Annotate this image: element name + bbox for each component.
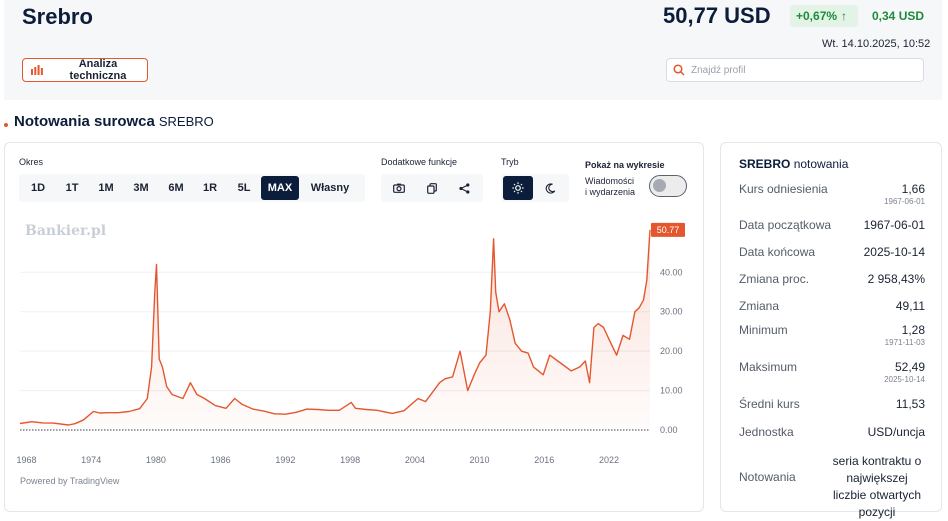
moon-icon — [545, 182, 555, 194]
show-on-chart-label: Pokaż na wykresie — [585, 160, 665, 170]
y-tick-label: 10.00 — [660, 386, 683, 396]
header-band — [4, 0, 942, 100]
search-box[interactable] — [666, 58, 924, 82]
news-label-line2: i wydarzenia — [585, 187, 636, 197]
summary-row-value: 1967-06-01 — [863, 218, 925, 232]
y-tick-label: 20.00 — [660, 346, 683, 356]
period-button-1t[interactable]: 1T — [65, 182, 79, 194]
news-label-line1: Wiadomości — [585, 176, 635, 186]
summary-row-label: Notowania — [739, 470, 796, 484]
sun-icon — [512, 182, 524, 194]
x-tick-label: 1980 — [146, 455, 166, 465]
copy-icon — [427, 182, 437, 194]
technical-analysis-button[interactable]: Analiza techniczna — [22, 58, 148, 82]
price-chart[interactable]: 0.00 10.00 20.00 30.00 40.00 1968 1974 1980 1986… — [5, 215, 703, 473]
powered-by-label: Powered by TradingView — [20, 476, 120, 486]
series-line — [19, 229, 651, 426]
x-tick-label: 2010 — [470, 455, 490, 465]
x-tick-label: 1974 — [81, 455, 101, 465]
x-tick-label: 1968 — [16, 455, 36, 465]
summary-row-label: Minimum — [739, 323, 788, 337]
summary-row-value: 49,11 — [895, 299, 925, 313]
series-area — [20, 229, 650, 430]
technical-analysis-label: Analiza techniczna — [69, 58, 127, 82]
summary-row-label: Zmiana proc. — [739, 272, 810, 286]
summary-row-value: seria kontraktu o największej liczbie ot… — [832, 454, 922, 519]
summary-row-value: 1,28 — [901, 323, 925, 337]
watermark-logo: Bankier.pl — [25, 223, 106, 239]
summary-card: SREBRO notowania Kurs odniesienia 1,66 196… — [720, 142, 942, 519]
change-pct-value: +0,67% — [796, 9, 838, 23]
x-tick-label: 1998 — [340, 455, 360, 465]
period-button-6m[interactable]: 6M — [168, 182, 184, 194]
summary-row-date: 2025-10-14 — [884, 375, 925, 384]
page-title: Srebro — [22, 4, 93, 29]
section-subtitle: SREBRO — [158, 114, 214, 129]
arrow-up-icon: ↑ — [841, 9, 848, 23]
price-value: 50,77 USD — [663, 3, 771, 28]
summary-title: SREBRO notowania — [739, 157, 848, 171]
mode-label: Tryb — [501, 157, 519, 167]
period-button-max[interactable]: MAX — [261, 176, 299, 200]
extra-functions-label: Dodatkowe funkcje — [381, 157, 458, 167]
x-tick-label: 2022 — [599, 455, 619, 465]
bar-chart-icon — [31, 65, 43, 75]
y-tick-label: 0.00 — [660, 425, 678, 435]
period-button-3m[interactable]: 3M — [133, 182, 149, 194]
mode-group — [501, 174, 569, 202]
search-input[interactable] — [691, 64, 911, 76]
news-events-toggle[interactable] — [649, 175, 687, 197]
summary-row-label: Kurs odniesienia — [739, 182, 828, 196]
news-events-label: Wiadomości i wydarzenia — [585, 176, 635, 198]
section-title: Notowania surowca SREBRO — [4, 113, 214, 130]
x-tick-label: 1986 — [211, 455, 231, 465]
period-button-własny[interactable]: Własny — [310, 182, 350, 194]
summary-row-label: Data końcowa — [739, 245, 816, 259]
summary-title-bold: SREBRO — [739, 157, 791, 171]
summary-row-value: 52,49 — [894, 360, 925, 374]
summary-row-value: 1,66 — [901, 182, 925, 196]
last-value-badge — [651, 222, 685, 237]
search-icon — [673, 64, 685, 76]
summary-row-date: 1971-11-03 — [884, 338, 925, 347]
period-button-1d[interactable]: 1D — [30, 182, 46, 194]
summary-row-value: USD/uncja — [867, 425, 925, 439]
extra-functions-group — [381, 174, 483, 202]
change-abs-value: 0,34 USD — [872, 9, 925, 23]
copy-button[interactable] — [416, 176, 449, 200]
share-icon — [459, 182, 470, 194]
period-button-1r[interactable]: 1R — [202, 182, 218, 194]
light-mode-button[interactable] — [503, 176, 533, 200]
y-tick-label: 40.00 — [660, 267, 683, 277]
summary-row-value: 11,53 — [895, 397, 925, 411]
camera-icon — [393, 183, 406, 193]
dark-mode-button[interactable] — [533, 176, 567, 200]
summary-row-value: 2 958,43% — [867, 272, 925, 286]
quote-datetime: Wt. 14.10.2025, 10:52 — [822, 38, 931, 50]
summary-row-value: 2025-10-14 — [863, 245, 925, 259]
screenshot-button[interactable] — [383, 176, 416, 200]
toggle-knob — [653, 179, 666, 192]
period-button-1m[interactable]: 1M — [98, 182, 114, 194]
period-button-5l[interactable]: 5L — [237, 182, 251, 194]
summary-title-rest: notowania — [793, 157, 849, 171]
bullet-dot-icon — [4, 122, 8, 127]
summary-row-label: Jednostka — [739, 425, 794, 439]
period-button-group: 1D 1T 1M 3M 6M 1R 5L MAX Własny — [19, 174, 365, 202]
y-tick-label: 30.00 — [660, 307, 683, 317]
section-title-text: Notowania surowca — [14, 113, 155, 130]
x-tick-label: 1992 — [275, 455, 295, 465]
change-pct-badge: +0,67% ↑ — [790, 5, 858, 27]
summary-row-label: Maksimum — [739, 360, 798, 374]
summary-row-date: 1967-06-01 — [884, 197, 925, 206]
last-value-label: 50.77 — [657, 225, 680, 235]
summary-row-label: Średni kurs — [739, 397, 800, 411]
summary-row-label: Zmiana — [739, 299, 780, 313]
period-label: Okres — [19, 157, 44, 167]
summary-row-label: Data początkowa — [739, 218, 832, 232]
x-tick-label: 2004 — [405, 455, 425, 465]
chart-card: Okres 1D 1T 1M 3M 6M 1R 5L MAX Własny Dodatkowe … — [4, 142, 704, 512]
share-button[interactable] — [448, 176, 481, 200]
x-tick-label: 2016 — [534, 455, 554, 465]
